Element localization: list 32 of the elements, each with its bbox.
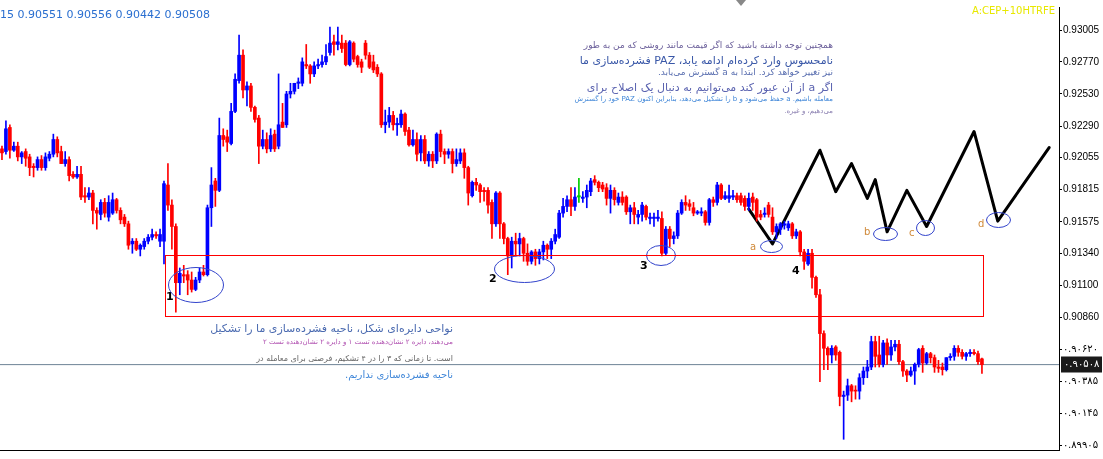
y-tick-label: ۰.۸۹۹۰۵ bbox=[1063, 439, 1099, 451]
y-tick-label: 0.91575 bbox=[1063, 215, 1100, 227]
y-tick-label: ۰.۹۰۱۴۵ bbox=[1063, 406, 1099, 418]
annotation: 3 bbox=[640, 259, 648, 273]
y-tick-label: 0.92290 bbox=[1063, 119, 1100, 131]
annotation: c bbox=[909, 227, 915, 238]
annotation: است. تا زمانی که ۳ را در ۴ تشکیم، فرصتی برای معامله در bbox=[256, 354, 453, 364]
ref-line-label: ۰.۹۰۵۰۸ bbox=[1064, 358, 1101, 370]
annotation: A:CEP+10HTRFE bbox=[972, 5, 1056, 16]
y-tick-label: 0.92055 bbox=[1063, 151, 1100, 163]
annotation: ناحیه فشرده‌سازی نداریم. bbox=[345, 369, 453, 380]
annotation: نیز تغییر خواهد کرد. ابتدا به a گسترش می‌یابد. bbox=[657, 67, 833, 78]
y-tick-label: 0.91815 bbox=[1063, 183, 1100, 195]
annotation: اگر a از آن عبور کند می‌توانیم به دنبال یک اصلاح برای bbox=[586, 81, 833, 94]
annotation: نامحسوس وارد کرده‌ام ادامه یابد، PAZ فشرده‌سازی ما bbox=[579, 54, 833, 67]
y-tick-label: 0.92530 bbox=[1063, 87, 1100, 99]
annotation: همچنین توجه داشته باشید که اگر قیمت مانند روشی که من به طور bbox=[583, 40, 833, 51]
annotation: a bbox=[750, 241, 757, 252]
y-tick-label: 0.91340 bbox=[1063, 247, 1100, 259]
y-tick-label: 0.93005 bbox=[1063, 24, 1100, 36]
y-tick-label: ۰.۹۰۶۲۰ bbox=[1063, 343, 1099, 355]
annotation: d bbox=[978, 218, 985, 229]
y-tick-label: 0.91100 bbox=[1063, 279, 1099, 291]
y-tick-label: 0.92770 bbox=[1063, 55, 1100, 67]
annotation: 1 bbox=[166, 290, 174, 304]
annotation: 15 0.90551 0.90556 0.90442 0.90508 bbox=[0, 8, 210, 22]
annotation: 4 bbox=[792, 264, 800, 278]
annotation: b bbox=[864, 226, 871, 237]
y-tick-label: 0.90860 bbox=[1063, 311, 1100, 323]
annotation: 2 bbox=[489, 272, 497, 286]
y-tick-label: ۰.۹۰۳۸۵ bbox=[1063, 374, 1099, 386]
annotation: نواحی دایره‌ای شکل، ناحیه فشرده‌سازی ما را تشکیل bbox=[210, 322, 453, 336]
